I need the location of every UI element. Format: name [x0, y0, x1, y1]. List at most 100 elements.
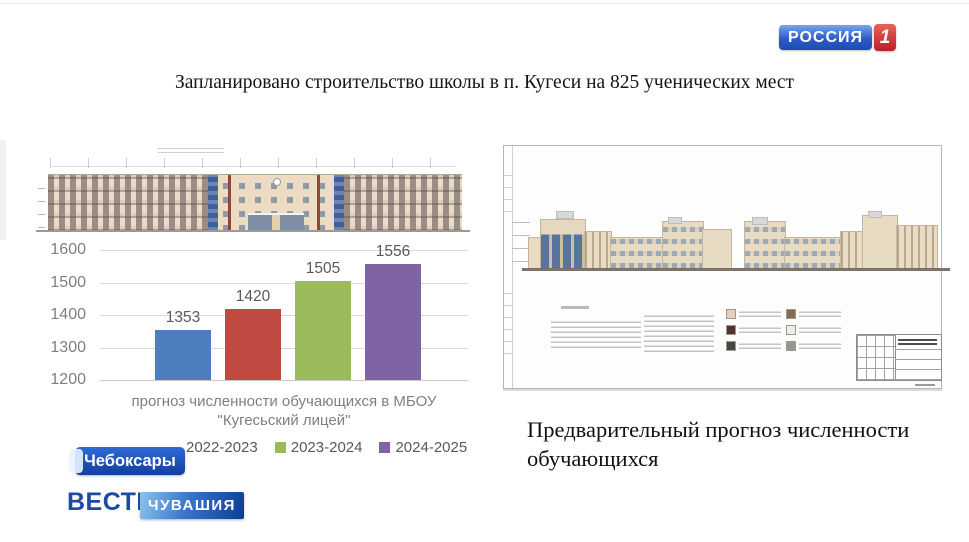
bar-value-label: 1556 [375, 243, 411, 261]
bar-value-label: 1420 [235, 287, 271, 305]
elevation-building-body [48, 174, 462, 231]
elevation-wing-left [48, 175, 208, 231]
y-axis-label: 1300 [50, 338, 86, 356]
material-legend-col-1 [726, 309, 781, 351]
chart-legend: 2022-2023 2023-2024 2024-2025 [186, 439, 467, 456]
elevation-wing-right [344, 175, 462, 231]
gridline [100, 315, 468, 316]
sheet-margin-line [512, 146, 513, 388]
roof-equipment [868, 211, 882, 218]
legend-label: 2022-2023 [186, 439, 258, 456]
building-tower [862, 215, 898, 268]
elevation-pilaster-left [228, 175, 231, 231]
building-block-band [784, 237, 842, 268]
building-block-band [610, 237, 664, 268]
legend-swatch [379, 442, 391, 453]
dimension-line [50, 158, 456, 168]
building-block-glazed [540, 219, 586, 268]
gridline [100, 380, 468, 381]
rossiya1-logo: РОССИЯ 1 [779, 24, 896, 51]
rossiya-logo-text: РОССИЯ [779, 25, 872, 50]
building-block [896, 225, 938, 268]
legend-item: 2023-2024 [274, 439, 363, 456]
notes-column-1 [551, 318, 641, 348]
clock-icon [273, 178, 281, 186]
material-label [739, 341, 781, 349]
bar [295, 280, 351, 380]
legend-item: 2024-2025 [379, 439, 467, 456]
elevation-entrance-doors [248, 213, 304, 231]
gridline [100, 250, 468, 251]
title-block-rows [895, 349, 941, 380]
material-label [799, 341, 841, 349]
roof-equipment [752, 217, 768, 225]
legend-swatch [274, 442, 286, 453]
sheet-elevation-group-1 [522, 209, 740, 271]
frame-top-line [0, 3, 969, 4]
elevation-central-block [218, 175, 334, 231]
region-badge: ЧУВАШИЯ [140, 492, 244, 519]
material-swatch [726, 325, 736, 335]
chart-title-line2: "Кугесьский лицей" [217, 412, 351, 429]
architectural-elevations-sheet [503, 145, 950, 389]
legend-label: 2023-2024 [290, 439, 363, 456]
sheet-dimension-leaders [512, 216, 530, 262]
level-marks [38, 176, 45, 228]
frame-left-artifact [0, 140, 6, 240]
material-swatch [786, 325, 796, 335]
legend-label: 2024-2025 [395, 439, 468, 456]
sheet-margin-cells-top [504, 164, 513, 212]
headline: Запланировано строительство школы в п. К… [174, 72, 795, 93]
gridline [100, 282, 468, 284]
material-swatch [786, 309, 796, 319]
elevation-ground-line [36, 230, 470, 232]
y-axis-label: 1600 [50, 241, 86, 258]
sheet-corner-text [915, 384, 935, 386]
building-block [840, 231, 864, 268]
legend-item: 2022-2023 [186, 439, 258, 456]
ground-line [522, 268, 740, 271]
material-label [739, 325, 781, 333]
title-block [856, 334, 942, 381]
building-tower [744, 221, 786, 268]
location-badge: Чебоксары [69, 447, 185, 475]
roof-equipment [556, 211, 574, 219]
title-block-stamp-text [898, 338, 937, 345]
bar-value-label: 1353 [165, 309, 201, 327]
building-block [584, 231, 612, 268]
bar [155, 330, 211, 380]
ground-line [738, 268, 950, 271]
elevation-stair-glazing-right [334, 175, 344, 231]
material-label [799, 309, 841, 317]
building-block [702, 229, 732, 268]
sheet-elevation-group-2 [738, 209, 950, 271]
channel-one-icon: 1 [874, 24, 896, 51]
roof-equipment [668, 217, 682, 224]
caption: Предварительный прогноз численности обуч… [527, 417, 910, 471]
bar-chart: прогноз численности обучающихся в МБОУ "… [40, 233, 470, 468]
building-tower [662, 221, 704, 268]
notes-heading [561, 306, 589, 309]
bar [365, 264, 421, 380]
bar-value-label: 1505 [305, 259, 341, 277]
elevation-stair-glazing-left [208, 175, 218, 231]
chart-title-line1: прогноз численности обучающихся в МБОУ [131, 393, 437, 410]
elevation-note-text [158, 147, 224, 153]
material-swatch [786, 341, 796, 351]
y-axis-label: 1500 [50, 273, 86, 291]
elevation-pilaster-right [317, 175, 320, 231]
material-legend-col-2 [786, 309, 841, 351]
notes-column-2 [644, 314, 714, 352]
school-facade-elevation [36, 146, 470, 234]
bar [225, 308, 281, 380]
title-block-grid [857, 335, 896, 380]
material-label [799, 325, 841, 333]
vesti-logo: ВЕСТИ [67, 488, 155, 516]
y-axis-label: 1400 [50, 306, 86, 323]
sheet-margin-cells-mid [504, 284, 513, 354]
y-axis-label: 1200 [50, 371, 86, 388]
gridline [100, 347, 468, 349]
material-swatch [726, 341, 736, 351]
material-label [739, 309, 781, 317]
